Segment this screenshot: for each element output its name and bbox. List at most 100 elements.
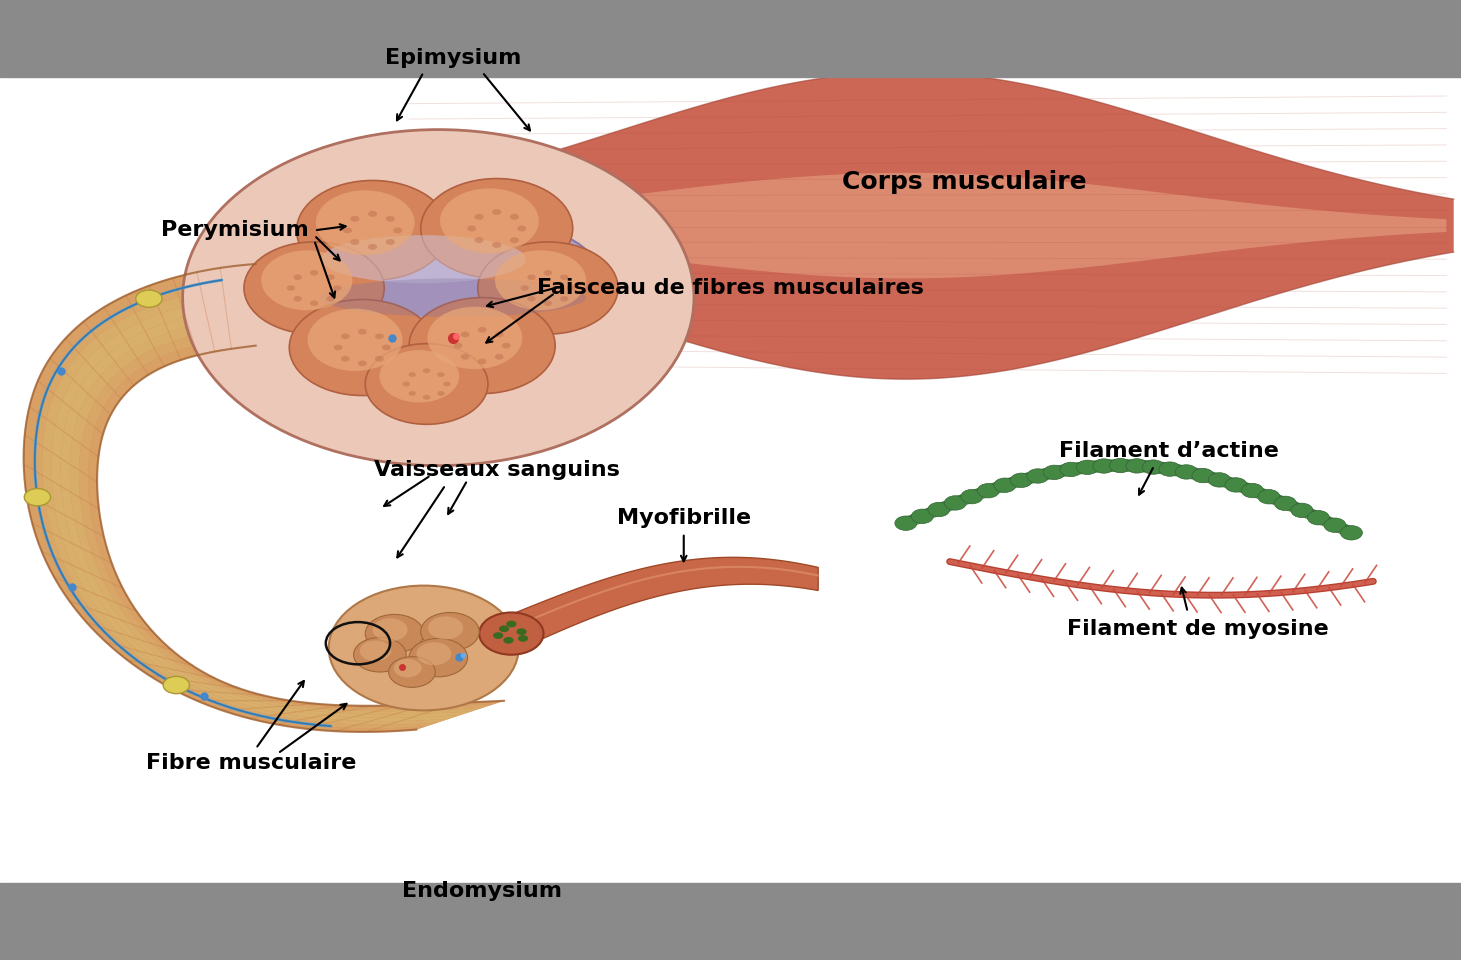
Circle shape	[495, 354, 504, 360]
Circle shape	[427, 306, 523, 370]
Circle shape	[373, 618, 408, 641]
Circle shape	[310, 270, 318, 276]
Circle shape	[1077, 460, 1099, 474]
Circle shape	[460, 331, 469, 337]
Circle shape	[359, 640, 392, 661]
Circle shape	[478, 358, 487, 364]
Circle shape	[1308, 511, 1330, 525]
Circle shape	[543, 300, 552, 306]
Circle shape	[1143, 460, 1164, 474]
Circle shape	[443, 381, 450, 387]
Bar	[0, 883, 1461, 960]
Circle shape	[961, 490, 983, 504]
Circle shape	[409, 372, 416, 377]
Circle shape	[560, 275, 568, 280]
Text: Perymisium: Perymisium	[161, 221, 308, 240]
Circle shape	[506, 620, 517, 628]
Circle shape	[333, 285, 342, 291]
Circle shape	[310, 300, 318, 306]
Circle shape	[326, 296, 335, 301]
Circle shape	[421, 612, 479, 651]
Circle shape	[1043, 466, 1065, 480]
Circle shape	[1274, 496, 1296, 511]
Circle shape	[383, 345, 392, 350]
Circle shape	[358, 360, 367, 366]
Circle shape	[492, 209, 501, 215]
Circle shape	[428, 616, 463, 639]
Circle shape	[354, 637, 406, 672]
Circle shape	[1059, 463, 1081, 477]
Circle shape	[368, 244, 377, 250]
Circle shape	[475, 214, 484, 220]
Circle shape	[1242, 483, 1264, 497]
Circle shape	[527, 296, 536, 301]
Text: Endomysium: Endomysium	[402, 881, 562, 900]
Polygon shape	[61, 305, 470, 718]
Circle shape	[164, 677, 190, 694]
Circle shape	[977, 484, 999, 498]
Circle shape	[1027, 468, 1049, 483]
Polygon shape	[511, 558, 818, 653]
Circle shape	[294, 296, 302, 301]
Circle shape	[478, 326, 487, 333]
Circle shape	[409, 391, 416, 396]
Polygon shape	[51, 295, 460, 721]
Text: Filament de myosine: Filament de myosine	[1067, 619, 1330, 638]
Circle shape	[183, 130, 694, 466]
Circle shape	[365, 344, 488, 424]
Circle shape	[567, 285, 576, 291]
Circle shape	[503, 343, 511, 348]
Circle shape	[437, 372, 444, 377]
Circle shape	[543, 270, 552, 276]
Circle shape	[495, 251, 586, 310]
Circle shape	[520, 285, 529, 291]
Circle shape	[492, 632, 503, 639]
Circle shape	[510, 237, 519, 243]
Circle shape	[375, 356, 384, 362]
Circle shape	[1208, 472, 1230, 487]
Circle shape	[468, 226, 476, 231]
Circle shape	[286, 285, 295, 291]
Circle shape	[358, 328, 367, 335]
Circle shape	[479, 612, 543, 655]
Circle shape	[1126, 459, 1148, 473]
Polygon shape	[42, 284, 450, 725]
Text: Corps musculaire: Corps musculaire	[842, 171, 1087, 194]
Circle shape	[333, 345, 342, 350]
Text: Myofibrille: Myofibrille	[617, 509, 751, 528]
Circle shape	[1093, 459, 1115, 473]
Circle shape	[393, 228, 402, 233]
Circle shape	[340, 333, 349, 339]
Circle shape	[928, 502, 950, 516]
Polygon shape	[23, 264, 504, 732]
Circle shape	[365, 614, 424, 653]
Ellipse shape	[275, 211, 602, 346]
Circle shape	[1258, 490, 1280, 504]
Circle shape	[422, 369, 431, 373]
Circle shape	[475, 237, 484, 243]
Circle shape	[294, 275, 302, 280]
Circle shape	[262, 251, 352, 310]
Circle shape	[517, 226, 526, 231]
Circle shape	[326, 275, 335, 280]
Circle shape	[136, 290, 162, 307]
Circle shape	[343, 228, 352, 233]
Circle shape	[460, 354, 469, 360]
Text: Filament d’actine: Filament d’actine	[1059, 442, 1278, 461]
Circle shape	[422, 395, 431, 399]
Circle shape	[289, 300, 435, 396]
Circle shape	[1159, 462, 1180, 476]
Circle shape	[297, 180, 449, 280]
Circle shape	[894, 516, 918, 530]
Circle shape	[351, 216, 359, 222]
Circle shape	[1011, 473, 1033, 488]
Bar	[0, 0, 1461, 77]
Circle shape	[393, 659, 422, 678]
Text: Epimysium: Epimysium	[384, 48, 522, 67]
Circle shape	[329, 586, 519, 710]
Circle shape	[386, 239, 394, 245]
Circle shape	[1324, 518, 1346, 533]
Circle shape	[527, 275, 536, 280]
Circle shape	[517, 636, 529, 641]
Polygon shape	[23, 264, 427, 732]
